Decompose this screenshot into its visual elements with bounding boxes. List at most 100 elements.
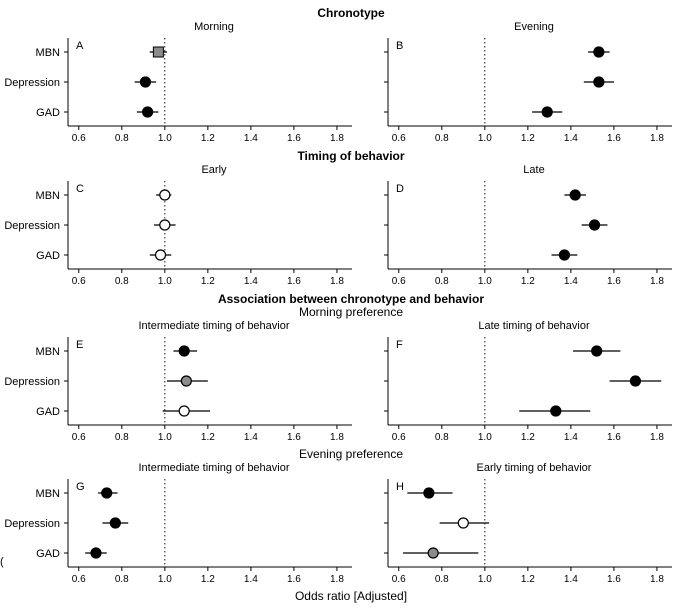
panel-titles-row: Early Late	[4, 163, 698, 177]
forest-panel-C: 0.6 0.8 1.0 1.2 1.4 1.6 1.8 MBN Depression GAD C	[4, 181, 352, 287]
y-category-label: GAD	[36, 406, 60, 418]
panel-letter: B	[396, 40, 403, 52]
x-tick-label: 1.4	[564, 133, 578, 144]
x-tick-label: 0.8	[435, 574, 449, 585]
x-tick-label: 0.8	[115, 574, 129, 585]
x-tick-label: 1.4	[564, 276, 578, 287]
panel-row: 0.6 0.8 1.0 1.2 1.4 1.6 1.8 MBN Depression GAD C 0…	[4, 177, 698, 289]
panel-row: 0.6 0.8 1.0 1.2 1.4 1.6 1.8 MBN Depression GAD E 0…	[4, 333, 698, 445]
x-tick-label: 1.8	[650, 276, 664, 287]
x-tick-label: 1.6	[287, 432, 301, 443]
section-association-morning: Association between chronotype and behav…	[4, 292, 698, 445]
panel-title: Intermediate timing of behavior	[138, 320, 290, 332]
panel-title: Evening	[514, 21, 554, 33]
left-edge-artifact: (	[0, 556, 4, 568]
point-marker	[152, 46, 164, 58]
x-tick-label: 0.6	[392, 276, 406, 287]
x-tick-label: 1.4	[244, 276, 258, 287]
forest-panel-F: 0.6 0.8 1.0 1.2 1.4 1.6 1.8 F	[384, 337, 672, 443]
y-category-label: Depression	[4, 77, 60, 89]
panel-title: Early timing of behavior	[476, 462, 592, 474]
x-tick-label: 1.0	[158, 432, 172, 443]
x-tick-label: 1.0	[478, 432, 492, 443]
point-marker	[593, 46, 605, 58]
x-tick-label: 0.8	[115, 133, 129, 144]
panel-letter: A	[76, 40, 84, 52]
x-tick-label: 1.6	[607, 276, 621, 287]
forest-panel-G: 0.6 0.8 1.0 1.2 1.4 1.6 1.8 MBN Depression GAD G	[4, 479, 352, 585]
panel-row: 0.6 0.8 1.0 1.2 1.4 1.6 1.8 MBN Depression GAD A 0…	[4, 34, 698, 146]
x-tick-label: 1.2	[521, 432, 535, 443]
x-tick-label: 1.8	[650, 432, 664, 443]
panel-letter: F	[396, 339, 403, 351]
x-tick-label: 1.2	[201, 574, 215, 585]
x-tick-label: 1.8	[650, 133, 664, 144]
x-tick-label: 0.8	[435, 276, 449, 287]
panel-letter: H	[396, 481, 404, 493]
section-chronotype: Chronotype Morning Evening 0.6 0.8 1.0 1.2 1…	[4, 6, 698, 146]
x-tick-label: 1.2	[201, 432, 215, 443]
y-category-label: Depression	[4, 518, 60, 530]
point-marker	[180, 375, 192, 387]
x-tick-label: 1.8	[330, 432, 344, 443]
panel-title: Morning	[194, 21, 234, 33]
x-tick-label: 1.4	[244, 574, 258, 585]
point-marker	[101, 487, 113, 499]
x-tick-label: 0.6	[392, 432, 406, 443]
x-tick-label: 0.8	[115, 432, 129, 443]
panel-titles-row: Morning Evening	[4, 20, 698, 34]
point-marker	[90, 547, 102, 559]
forest-panel-D: 0.6 0.8 1.0 1.2 1.4 1.6 1.8 D	[384, 181, 672, 287]
point-marker	[159, 219, 171, 231]
x-tick-label: 1.6	[287, 133, 301, 144]
x-tick-label: 1.0	[478, 133, 492, 144]
x-tick-label: 1.4	[564, 432, 578, 443]
panel-title: Late timing of behavior	[478, 320, 590, 332]
x-tick-label: 0.8	[435, 133, 449, 144]
x-tick-label: 0.6	[392, 574, 406, 585]
point-marker	[550, 405, 562, 417]
y-category-label: MBN	[36, 47, 61, 59]
point-marker	[558, 249, 571, 261]
x-tick-label: 1.0	[158, 276, 172, 287]
section-title: Timing of behavior	[297, 149, 405, 163]
x-tick-label: 1.2	[521, 276, 535, 287]
x-tick-label: 1.6	[287, 574, 301, 585]
y-category-label: MBN	[36, 346, 61, 358]
y-category-label: Depression	[4, 376, 60, 388]
x-tick-label: 1.2	[521, 133, 535, 144]
y-category-label: GAD	[36, 107, 60, 119]
x-tick-label: 1.0	[478, 276, 492, 287]
x-tick-label: 0.6	[392, 133, 406, 144]
x-tick-label: 0.6	[72, 574, 86, 585]
x-tick-label: 1.4	[244, 133, 258, 144]
x-tick-label: 1.4	[564, 574, 578, 585]
x-tick-label: 1.0	[158, 574, 172, 585]
point-marker	[457, 517, 469, 529]
forest-panel-E: 0.6 0.8 1.0 1.2 1.4 1.6 1.8 MBN Depression GAD E	[4, 337, 352, 443]
panel-title: Intermediate timing of behavior	[138, 462, 290, 474]
y-category-label: GAD	[36, 548, 60, 560]
section-timing-of-behavior: Timing of behavior Early Late 0.6 0.8 1.0 1…	[4, 149, 698, 289]
section-title: Association between chronotype and behav…	[217, 292, 485, 306]
forest-panel-A: 0.6 0.8 1.0 1.2 1.4 1.6 1.8 MBN Depression GAD A	[4, 38, 352, 144]
panel-title: Late	[523, 164, 545, 176]
section-title: Chronotype	[317, 6, 385, 20]
x-tick-label: 1.8	[330, 133, 344, 144]
x-tick-label: 0.6	[72, 276, 86, 287]
x-tick-label: 0.8	[435, 432, 449, 443]
x-tick-label: 0.6	[72, 432, 86, 443]
x-tick-label: 1.2	[201, 276, 215, 287]
point-marker	[588, 219, 601, 231]
x-tick-label: 0.6	[72, 133, 86, 144]
point-marker	[142, 106, 154, 118]
panel-row: 0.6 0.8 1.0 1.2 1.4 1.6 1.8 MBN Depression GAD G 0…	[4, 475, 698, 587]
x-tick-label: 1.0	[478, 574, 492, 585]
point-marker	[423, 487, 435, 499]
point-marker	[629, 375, 642, 387]
y-category-label: MBN	[36, 488, 61, 500]
point-marker	[569, 189, 581, 201]
point-marker	[139, 76, 152, 88]
panel-letter: C	[76, 183, 84, 195]
